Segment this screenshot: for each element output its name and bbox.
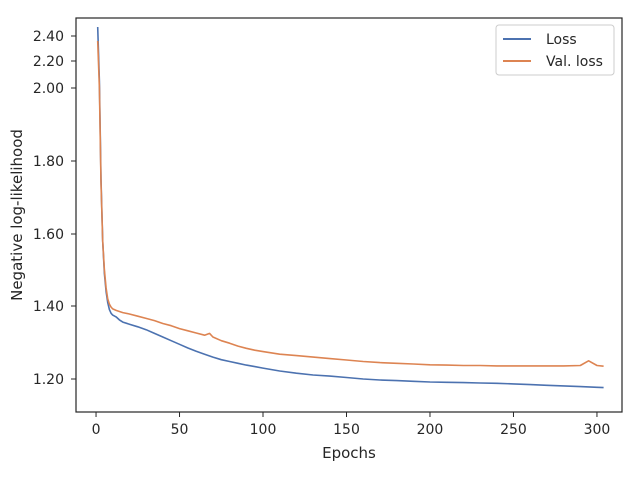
y-axis-label: Negative log-likelihood: [8, 129, 26, 301]
legend-label-loss: Loss: [546, 32, 577, 48]
y-tick-label: 1.80: [33, 154, 64, 170]
y-tick-label: 1.20: [33, 372, 64, 388]
y-axis: 1.20 1.40 1.60 1.80 2.00 2.20 2.40: [33, 29, 76, 388]
y-tick-label: 2.40: [33, 29, 64, 45]
x-tick-label: 0: [92, 422, 101, 438]
y-tick-label: 2.20: [33, 54, 64, 70]
x-axis: 0 50 100 150 200 250 300: [92, 412, 611, 438]
y-tick-label: 1.40: [33, 299, 64, 315]
series-line-loss: [96, 26, 604, 389]
x-axis-label: Epochs: [322, 444, 376, 462]
series-line-val-loss: [96, 40, 604, 367]
legend-frame: [495, 24, 615, 76]
x-tick-label: 100: [250, 422, 277, 438]
legend: Loss Val. loss: [495, 24, 615, 76]
x-tick-label: 300: [584, 422, 611, 438]
x-tick-label: 200: [417, 422, 444, 438]
x-tick-label: 50: [171, 422, 189, 438]
y-tick-label: 1.60: [33, 227, 64, 243]
x-tick-label: 250: [500, 422, 527, 438]
legend-label-val-loss: Val. loss: [546, 54, 603, 70]
y-tick-label: 2.00: [33, 81, 64, 97]
plot-area-frame: [75, 17, 623, 413]
series-layer: [96, 26, 604, 389]
x-tick-label: 150: [333, 422, 360, 438]
